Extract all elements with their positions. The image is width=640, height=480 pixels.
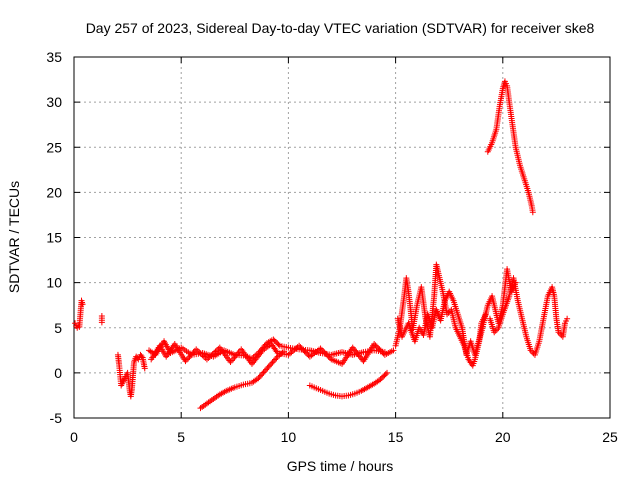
data-point	[206, 353, 213, 360]
data-point	[266, 362, 273, 369]
data-point	[375, 345, 382, 352]
data-point	[271, 337, 278, 344]
y-tick-label: 15	[46, 230, 62, 246]
data-point	[185, 355, 192, 362]
y-axis-label: SDTVAR / TECUs	[6, 181, 22, 293]
data-point	[261, 368, 268, 375]
data-point	[281, 348, 288, 355]
data-point	[203, 356, 210, 363]
data-point	[259, 370, 266, 377]
data-point	[321, 349, 328, 356]
data-point	[272, 356, 279, 363]
data-point	[320, 348, 327, 355]
data-point	[260, 369, 267, 376]
data-point	[273, 355, 280, 362]
data-point	[255, 375, 262, 382]
data-point	[379, 349, 386, 356]
data-point	[79, 301, 86, 308]
data-point	[382, 371, 389, 378]
y-tick-label: 10	[46, 275, 62, 291]
x-tick-label: 15	[388, 429, 404, 445]
data-point	[186, 353, 193, 360]
data-point	[384, 369, 391, 376]
data-point	[298, 345, 305, 352]
grid-lines	[74, 57, 610, 418]
data-point	[189, 350, 196, 357]
data-point	[209, 351, 216, 358]
data-point	[272, 339, 279, 346]
data-point	[297, 344, 304, 351]
x-tick-label: 5	[177, 429, 185, 445]
x-tick-label: 20	[495, 429, 511, 445]
data-point	[318, 346, 325, 353]
data-point	[257, 372, 264, 379]
data-point	[390, 347, 397, 354]
data-point	[138, 353, 145, 360]
data-point	[182, 358, 189, 365]
data-point	[381, 372, 388, 379]
data-point	[263, 366, 270, 373]
data-point	[187, 352, 194, 359]
data-point	[296, 342, 303, 349]
data-point	[256, 373, 263, 380]
x-tick-label: 25	[602, 429, 618, 445]
data-point	[211, 349, 218, 356]
data-point	[564, 315, 571, 322]
x-tick-label: 0	[70, 429, 78, 445]
y-tick-label: 25	[46, 139, 62, 155]
data-point	[325, 353, 332, 360]
series-points	[72, 78, 571, 412]
data-point	[300, 346, 307, 353]
axis-ticks: 0 5 10 15 20 25 -5 0 5 10 15 20 25 30 35	[46, 49, 618, 445]
data-point	[377, 376, 384, 383]
data-point	[141, 365, 148, 372]
data-point	[371, 340, 378, 347]
y-tick-label: -5	[50, 410, 63, 426]
data-point	[274, 340, 281, 347]
data-point	[265, 363, 272, 370]
data-point	[208, 352, 215, 359]
y-tick-label: 5	[54, 320, 62, 336]
data-point	[212, 348, 219, 355]
data-point	[324, 352, 331, 359]
y-tick-label: 0	[54, 365, 62, 381]
x-tick-label: 10	[281, 429, 297, 445]
data-point	[529, 209, 536, 216]
data-point	[213, 347, 220, 354]
y-tick-label: 20	[46, 184, 62, 200]
data-point	[205, 355, 212, 362]
data-point	[377, 347, 384, 354]
data-point	[98, 319, 105, 326]
data-point	[190, 349, 197, 356]
data-point	[268, 360, 275, 367]
data-point	[326, 354, 333, 361]
data-point	[270, 336, 277, 343]
data-point	[275, 341, 282, 348]
data-point	[380, 373, 387, 380]
data-point	[304, 350, 311, 357]
data-point	[376, 346, 383, 353]
chart-title: Day 257 of 2023, Sidereal Day-to-day VTE…	[86, 20, 595, 36]
data-point	[270, 357, 277, 364]
y-tick-label: 35	[46, 49, 62, 65]
data-point	[373, 343, 380, 350]
data-point	[378, 374, 385, 381]
y-tick-label: 30	[46, 94, 62, 110]
data-point	[322, 350, 329, 357]
data-point	[317, 345, 324, 352]
x-axis-label: GPS time / hours	[287, 458, 394, 474]
data-point	[264, 365, 271, 372]
data-point	[301, 348, 308, 355]
data-point	[302, 349, 309, 356]
data-point	[269, 359, 276, 366]
data-point	[372, 342, 379, 349]
data-point	[183, 356, 190, 363]
